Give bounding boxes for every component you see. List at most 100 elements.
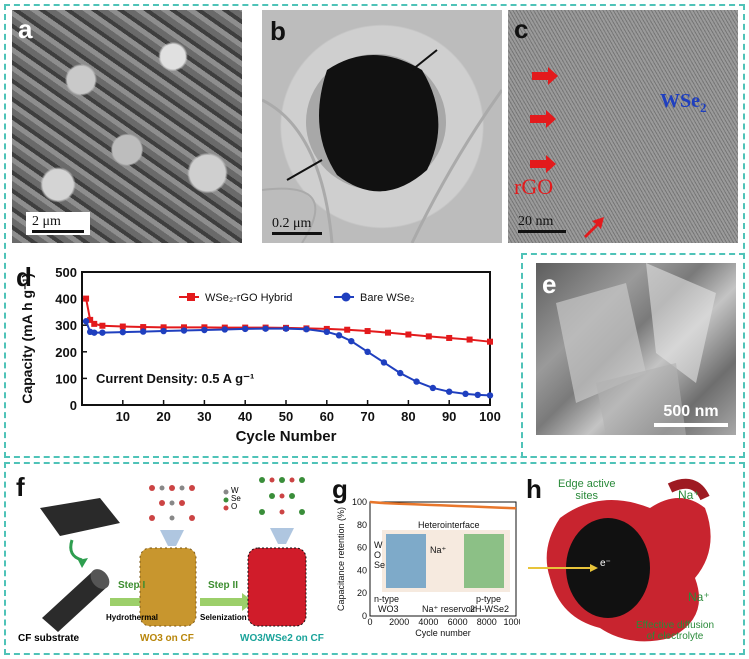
data-point [140,328,147,335]
y-tick-label: 500 [55,265,77,280]
data-point [119,328,127,336]
panel-a-scalebar-label: 2 μm [32,214,61,229]
wo3-lattice [386,534,426,588]
edge-sites-line2: sites [575,490,599,502]
panel-h-label: h [526,474,542,504]
panel-a-label: a [18,14,33,44]
legend-w: W [231,486,239,495]
panel-d-svg: 0 100 200 300 400 500 10 20 30 40 50 60 70 80 90 100 Cyc… [19,265,501,445]
legend-entry: Bare WSe₂ [360,292,414,304]
data-point [282,325,290,332]
legend-marker [187,293,195,301]
step1-label: Step I [118,580,146,591]
data-point [140,324,147,331]
x-axis-label: Cycle Number [236,428,337,445]
panel-c-scalebar: 20 nm [518,214,566,233]
panel-b-particle [262,49,502,243]
x-tick-label: 50 [279,409,293,424]
electron-label: e⁻ [600,558,611,569]
y-tick-label: 100 [55,371,77,386]
panel-c-hrtem-image: c rGO WSe2 20 nm [508,10,738,243]
diffusion-line1: Effective diffusion [636,620,715,631]
panel-b-tem-image: b 0.2 μm [262,10,502,243]
data-point [83,295,90,302]
panel-b-scalebar-label: 0.2 μm [272,216,312,231]
panel-b-label: b [270,16,286,46]
panel-a-sem-image: a 2 μm [12,10,242,243]
panel-h-schematic: h Edge active sites Na⁺ Na⁺ e⁻ Effective… [520,468,742,652]
y-tick-label: 0 [70,398,77,413]
data-point [405,331,412,338]
data-point [87,316,94,323]
panel-f-label: f [16,472,25,502]
arrow-icon [584,217,604,238]
data-point [91,329,98,336]
x-tick-label: 90 [442,409,456,424]
x-tick-label: 8000 [477,617,497,627]
x-tick-label: 70 [360,409,374,424]
step1-sub: Hydrothermal [106,613,159,622]
y-axis-label: Capacitance retention (%) [336,507,346,611]
top-section-frame [4,4,745,458]
na-plus-inset: Na⁺ [430,545,447,555]
data-point [446,334,453,341]
legend-entry: WSe₂-rGO Hybrid [205,292,292,304]
panel-e-scalebar-label: 500 nm [663,403,719,420]
w-label: W [374,540,383,550]
x-tick-label: 10 [116,409,130,424]
y-tick-label: 80 [357,520,367,530]
data-point [160,327,167,335]
x-tick-label: 6000 [448,617,468,627]
data-point [413,378,420,385]
panel-g-svg: 0 20 40 60 80 100 0 2000 4000 6000 8000 10000 Cycle … [336,497,520,638]
panel-e-scalebar: 500 nm [654,403,728,427]
data-point [201,326,208,334]
ptype-label: p-type [476,594,501,604]
data-point [323,328,330,336]
x-tick-label: 2000 [389,617,409,627]
panel-e-sem-image: e 500 nm [536,263,736,435]
legend-marker [341,292,351,302]
x-tick-label: 4000 [418,617,438,627]
panel-c-wse2-text: WSe [660,90,700,112]
chart-annotation: Current Density: 0.5 A g⁻¹ [96,371,254,386]
legend-o: O [231,502,238,511]
ntype-label: n-type [374,594,399,604]
data-point [487,338,493,345]
x-axis-label: Cycle number [415,628,471,638]
data-point [486,392,494,399]
panel-g-chart: 0 20 40 60 80 100 0 2000 4000 6000 8000 10000 Cycle … [330,468,520,650]
panel-c-rgo-label: rGO [514,174,554,199]
x-tick-label: 60 [320,409,334,424]
data-point [335,332,343,339]
na-plus-label-1: Na⁺ [678,488,700,502]
retention-line [369,500,517,510]
y-tick-label: 60 [357,543,367,553]
x-tick-label: 0 [367,617,372,627]
panel-c-arrows [530,67,604,238]
panel-f-schematic: f W Se O Step I Hydrothermal Step [12,468,342,650]
legend-se: Se [231,494,241,503]
panel-e-label: e [542,269,557,299]
data-point [462,390,469,398]
data-point [348,337,355,345]
data-point [91,320,98,327]
data-point [82,318,90,325]
data-point [425,333,432,340]
data-point [446,388,453,395]
data-point [262,325,269,332]
panel-e-sheets [556,263,716,435]
panel-g-label: g [332,474,348,504]
diffusion-label: Effective diffusion of electrolyte [636,620,714,642]
panel-c-label: c [514,14,529,44]
panel-e-frame [521,253,745,458]
data-point [160,324,167,331]
arrow-icon [530,110,556,128]
y-tick-label: 400 [55,292,77,307]
panel-f-drawing [40,477,307,632]
heterointerface: Heterointerface [418,520,480,530]
y-tick-label: 40 [357,565,367,575]
panel-d-label: d [16,262,32,292]
y-axis-label: Capacity (mA h g⁻¹) [19,273,35,404]
wse2-label: 2H-WSe2 [470,604,509,614]
